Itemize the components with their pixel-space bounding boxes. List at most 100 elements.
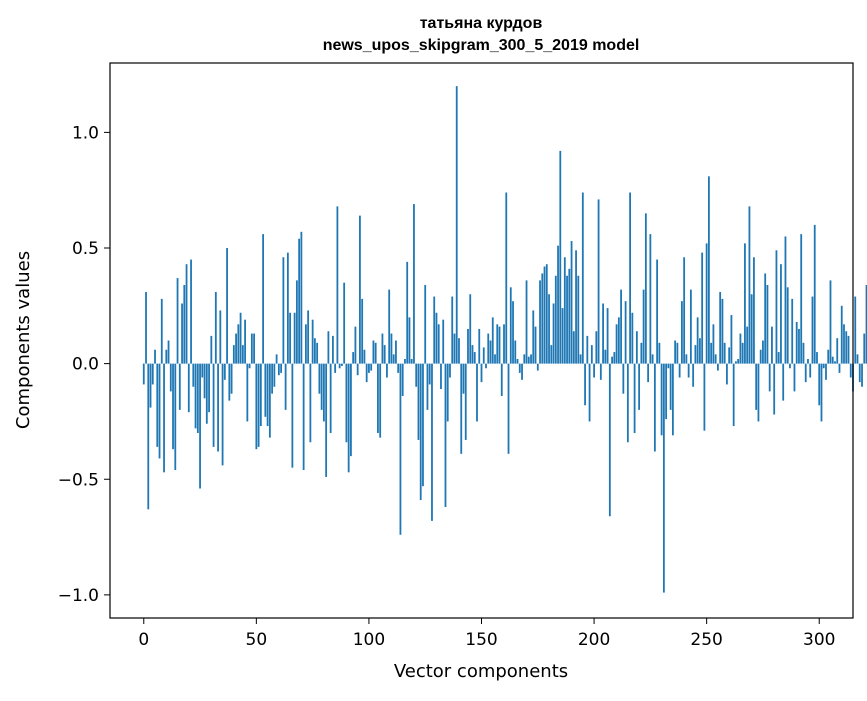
bar-61	[280, 363, 283, 373]
bar-288	[791, 298, 794, 364]
y-axis-ticks: −1.0 −0.5 0.0 0.5 1.0	[58, 123, 110, 606]
bar-27	[203, 363, 206, 399]
bar-35	[221, 363, 224, 466]
bar-108	[386, 363, 388, 378]
chart-title-line2: news_upos_skipgram_300_5_2019 model	[323, 37, 640, 54]
bar-204	[602, 303, 604, 364]
bar-179	[545, 264, 548, 364]
bar-249	[703, 363, 706, 431]
bar-31	[212, 363, 215, 447]
bar-19	[185, 264, 188, 364]
bar-43	[239, 312, 242, 364]
bar-78	[318, 363, 321, 394]
bar-65	[289, 312, 292, 364]
bar-72	[304, 324, 307, 364]
bar-234	[669, 363, 672, 410]
bar-240	[683, 257, 686, 364]
bar-199	[590, 345, 593, 364]
bar-245	[694, 345, 697, 364]
bar-127	[428, 363, 431, 385]
bar-23	[194, 363, 197, 429]
bar-168	[521, 363, 523, 380]
bar-219	[635, 331, 638, 364]
bar-133	[442, 319, 445, 364]
bar-280	[773, 363, 776, 415]
bar-320	[863, 333, 866, 364]
bar-147	[473, 352, 476, 364]
bar-308	[836, 338, 839, 364]
bar-184	[557, 245, 559, 364]
x-tick-label-4: 200	[578, 630, 610, 650]
bar-102	[372, 340, 375, 364]
bar-90	[345, 363, 348, 443]
bar-45	[244, 319, 246, 364]
bar-150	[480, 363, 483, 383]
bar-89	[343, 282, 346, 364]
bar-313	[847, 335, 850, 364]
bar-18	[183, 285, 186, 364]
bar-198	[588, 363, 591, 422]
bar-20	[187, 363, 190, 413]
bar-221	[640, 342, 643, 364]
bar-60	[277, 363, 280, 376]
bar-101	[370, 363, 373, 371]
bar-97	[361, 298, 364, 364]
bar-48	[250, 333, 253, 364]
bar-210	[615, 324, 618, 364]
bar-170	[525, 280, 528, 364]
bar-282	[777, 352, 780, 364]
bar-87	[338, 363, 341, 369]
bar-252	[710, 342, 713, 364]
bar-173	[532, 310, 535, 364]
bar-200	[593, 363, 595, 378]
bar-22	[192, 363, 195, 387]
bar-166	[516, 359, 519, 364]
bar-46	[246, 363, 249, 422]
bar-134	[444, 363, 447, 507]
bar-235	[671, 363, 674, 436]
bar-157	[496, 324, 499, 364]
bar-196	[584, 363, 586, 406]
bar-53	[262, 234, 264, 364]
bar-24	[196, 363, 199, 434]
bar-233	[667, 363, 670, 369]
bar-75	[311, 319, 314, 364]
bar-281	[775, 250, 778, 364]
bar-12	[169, 363, 172, 392]
bar-142	[462, 363, 465, 394]
bar-190	[570, 241, 573, 364]
bar-205	[604, 349, 607, 364]
bar-283	[780, 264, 782, 364]
bar-136	[449, 363, 451, 378]
bar-54	[264, 363, 267, 417]
bar-148	[476, 363, 478, 422]
bar-243	[689, 289, 692, 364]
bar-208	[611, 356, 613, 364]
x-axis-label: Vector components	[394, 661, 568, 682]
bar-71	[302, 363, 305, 470]
bar-67	[293, 312, 296, 364]
x-axis-ticks: 0 50 100 150 200 250 300	[138, 618, 835, 650]
bar-4	[151, 363, 154, 385]
bar-290	[795, 322, 798, 364]
bar-39	[230, 363, 233, 394]
bar-74	[309, 363, 312, 443]
bar-106	[381, 333, 384, 364]
bar-138	[453, 333, 456, 364]
bar-175	[536, 363, 539, 371]
bar-272	[755, 363, 758, 410]
bar-193	[577, 275, 580, 364]
bar-319	[861, 363, 863, 387]
bar-258	[723, 342, 726, 364]
x-tick-label-5: 250	[690, 630, 722, 650]
bar-264	[737, 359, 740, 364]
bar-192	[575, 250, 577, 364]
bar-9	[163, 363, 165, 473]
bar-25	[199, 363, 201, 489]
bar-100	[368, 363, 370, 373]
x-tick-label-0: 0	[138, 630, 149, 650]
bar-104	[377, 363, 379, 434]
bar-26	[201, 363, 204, 378]
bar-171	[527, 356, 530, 364]
